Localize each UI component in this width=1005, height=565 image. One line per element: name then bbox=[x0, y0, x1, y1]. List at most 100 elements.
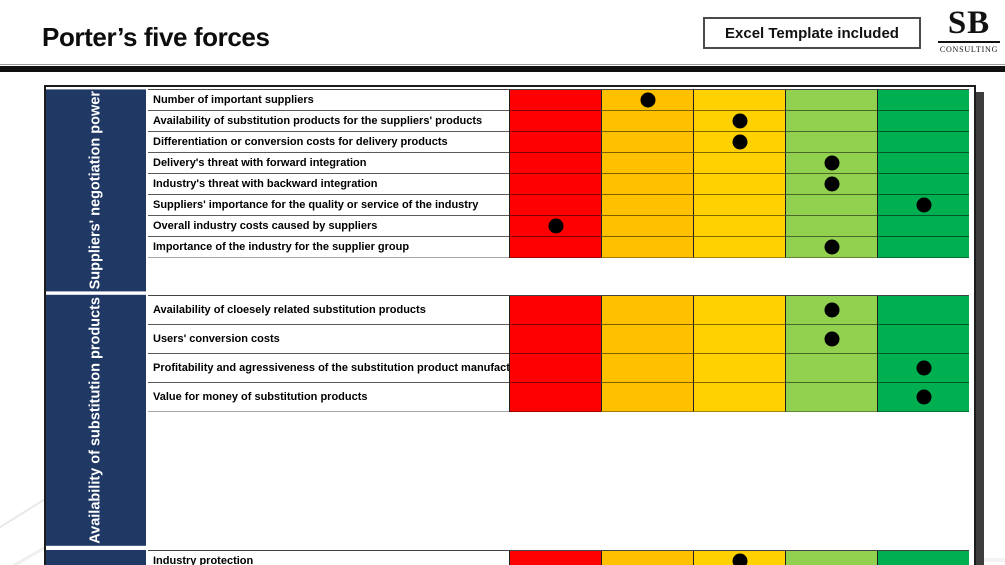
logo-subtext: CONSULTING bbox=[939, 45, 999, 54]
rating-cell-1 bbox=[509, 237, 601, 258]
rating-cell-3 bbox=[693, 216, 785, 237]
group-rows: Availability of cloesely related substit… bbox=[148, 295, 969, 546]
rating-cell-2 bbox=[601, 216, 693, 237]
criterion-label: Availability of cloesely related substit… bbox=[148, 296, 509, 326]
rating-cell-5 bbox=[877, 174, 969, 195]
group-rows: Industry protectionIndustry regulationsP… bbox=[148, 550, 969, 565]
rating-dot bbox=[824, 176, 839, 192]
rating-cell-1 bbox=[509, 90, 601, 111]
rating-cell-3 bbox=[693, 325, 785, 355]
rating-cell-3 bbox=[693, 153, 785, 174]
group-label: Authority measures bbox=[46, 550, 146, 565]
rating-cell-4 bbox=[785, 296, 877, 326]
rating-cell-2 bbox=[601, 111, 693, 132]
header-divider bbox=[0, 66, 1005, 72]
table-row: Delivery's threat with forward integrati… bbox=[148, 153, 969, 174]
rating-cell-2 bbox=[601, 174, 693, 195]
table-row: Availability of substitution products fo… bbox=[148, 111, 969, 132]
rating-cell-5 bbox=[877, 354, 969, 384]
table-row: Availability of cloesely related substit… bbox=[148, 296, 969, 326]
rating-cell-1 bbox=[509, 383, 601, 413]
rating-cell-2 bbox=[601, 354, 693, 384]
rating-cell-2 bbox=[601, 132, 693, 153]
rating-cell-5 bbox=[877, 216, 969, 237]
criterion-label: Industry protection bbox=[148, 551, 509, 565]
rating-cell-1 bbox=[509, 325, 601, 355]
group-section: Suppliers' negotiation power Number of im… bbox=[46, 89, 969, 292]
criterion-label: Industry's threat with backward integrat… bbox=[148, 174, 509, 195]
header-divider-thin bbox=[0, 64, 1005, 65]
logo-text: SB bbox=[947, 5, 991, 41]
rating-cell-1 bbox=[509, 551, 601, 565]
table-row: Differentiation or conversion costs for … bbox=[148, 132, 969, 153]
rating-cell-1 bbox=[509, 195, 601, 216]
table-row: Suppliers' importance for the quality or… bbox=[148, 195, 969, 216]
group-section: Availability of substitution products Ava… bbox=[46, 295, 969, 547]
rating-cell-1 bbox=[509, 111, 601, 132]
rating-cell-4 bbox=[785, 551, 877, 565]
rating-cell-1 bbox=[509, 216, 601, 237]
rating-cell-3 bbox=[693, 111, 785, 132]
sb-consulting-logo: SB CONSULTING bbox=[936, 6, 1002, 54]
rating-cell-2 bbox=[601, 383, 693, 413]
table-row: Industry protection bbox=[148, 551, 969, 565]
rating-dot bbox=[732, 134, 747, 150]
rating-cell-3 bbox=[693, 296, 785, 326]
rating-cell-3 bbox=[693, 195, 785, 216]
criterion-label: Suppliers' importance for the quality or… bbox=[148, 195, 509, 216]
rating-cell-1 bbox=[509, 296, 601, 326]
rating-dot bbox=[824, 302, 839, 318]
page-title: Porter’s five forces bbox=[42, 22, 270, 52]
rating-cell-3 bbox=[693, 383, 785, 413]
rating-cell-2 bbox=[601, 237, 693, 258]
rating-cell-3 bbox=[693, 237, 785, 258]
table-row: Value for money of substitution products bbox=[148, 383, 969, 413]
rating-cell-4 bbox=[785, 195, 877, 216]
criterion-label: Delivery's threat with forward integrati… bbox=[148, 153, 509, 174]
rating-cell-3 bbox=[693, 90, 785, 111]
rating-cell-4 bbox=[785, 354, 877, 384]
slide-header: Porter’s five forces Excel Template incl… bbox=[0, 0, 1005, 62]
group-label: Suppliers' negotiation power bbox=[46, 89, 146, 292]
rating-cell-3 bbox=[693, 174, 785, 195]
rating-dot bbox=[824, 155, 839, 171]
rating-dot bbox=[824, 239, 839, 255]
group-label: Availability of substitution products bbox=[46, 295, 146, 547]
rating-cell-4 bbox=[785, 325, 877, 355]
rating-dot bbox=[732, 553, 747, 565]
rating-dot bbox=[916, 360, 931, 376]
rating-cell-5 bbox=[877, 111, 969, 132]
rating-cell-5 bbox=[877, 551, 969, 565]
rating-cell-1 bbox=[509, 132, 601, 153]
rating-cell-4 bbox=[785, 132, 877, 153]
rating-cell-2 bbox=[601, 551, 693, 565]
group-rows: Number of important suppliers Availabilit… bbox=[148, 89, 969, 291]
criterion-label: Importance of the industry for the suppl… bbox=[148, 237, 509, 258]
criterion-label: Profitability and agressiveness of the s… bbox=[148, 354, 509, 384]
rating-dot bbox=[732, 113, 747, 129]
rating-cell-4 bbox=[785, 90, 877, 111]
table-row: Importance of the industry for the suppl… bbox=[148, 237, 969, 258]
rating-cell-1 bbox=[509, 354, 601, 384]
excel-template-badge: Excel Template included bbox=[703, 17, 921, 49]
rating-cell-2 bbox=[601, 90, 693, 111]
rating-dot bbox=[548, 218, 563, 234]
criterion-label: Users' conversion costs bbox=[148, 325, 509, 355]
forces-table: Suppliers' negotiation power Number of im… bbox=[44, 85, 976, 565]
rating-cell-5 bbox=[877, 153, 969, 174]
group-section: Authority measuresIndustry protectionInd… bbox=[46, 550, 969, 565]
rating-cell-5 bbox=[877, 132, 969, 153]
rating-cell-5 bbox=[877, 90, 969, 111]
rating-cell-4 bbox=[785, 174, 877, 195]
rating-dot bbox=[640, 92, 655, 108]
table-row: Users' conversion costs bbox=[148, 325, 969, 355]
rating-cell-2 bbox=[601, 325, 693, 355]
rating-cell-3 bbox=[693, 354, 785, 384]
rating-cell-4 bbox=[785, 153, 877, 174]
rating-cell-5 bbox=[877, 195, 969, 216]
criterion-label: Differentiation or conversion costs for … bbox=[148, 132, 509, 153]
rating-cell-5 bbox=[877, 237, 969, 258]
criterion-label: Value for money of substitution products bbox=[148, 383, 509, 413]
rating-cell-2 bbox=[601, 195, 693, 216]
rating-cell-5 bbox=[877, 296, 969, 326]
